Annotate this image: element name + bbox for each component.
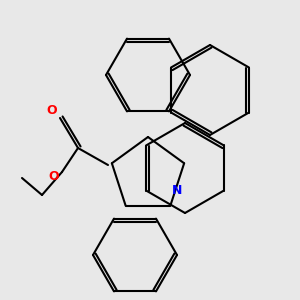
Text: N: N: [172, 184, 182, 196]
Text: O: O: [49, 169, 59, 182]
Text: O: O: [47, 103, 57, 116]
